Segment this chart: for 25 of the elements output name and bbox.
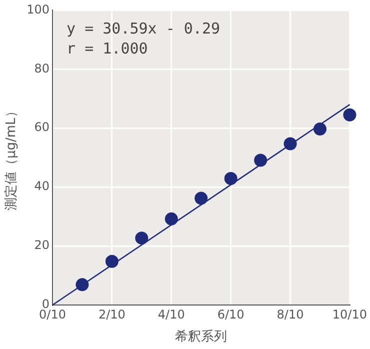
point — [284, 137, 297, 150]
x-axis-title: 希釈系列 — [175, 330, 228, 345]
y-tick-label: 40 — [34, 179, 50, 194]
point — [224, 172, 238, 186]
point — [194, 192, 208, 205]
y-tick-label: 80 — [34, 61, 50, 76]
x-tick-label: 6/10 — [217, 307, 244, 322]
y-tick-label: 100 — [26, 2, 50, 16]
x-tick-label: 0/10 — [39, 307, 66, 322]
y-tick-label: 20 — [34, 238, 50, 252]
x-tick-label: 2/10 — [98, 307, 126, 322]
y-axis-title: 測定値（μg/mL） — [4, 104, 20, 211]
y-tick-label: 60 — [34, 120, 50, 134]
point — [313, 122, 326, 136]
point — [254, 154, 268, 167]
point — [135, 232, 148, 245]
x-tick-label: 10/10 — [332, 307, 368, 322]
point — [105, 254, 118, 268]
point — [343, 108, 356, 122]
x-tick-label: 8/10 — [276, 307, 304, 322]
annotation: r = 1.000 — [66, 40, 148, 58]
point — [76, 278, 89, 292]
x-tick-label: 4/10 — [158, 307, 185, 322]
annotation: y = 30.59x - 0.29 — [66, 20, 220, 38]
point — [164, 212, 178, 226]
